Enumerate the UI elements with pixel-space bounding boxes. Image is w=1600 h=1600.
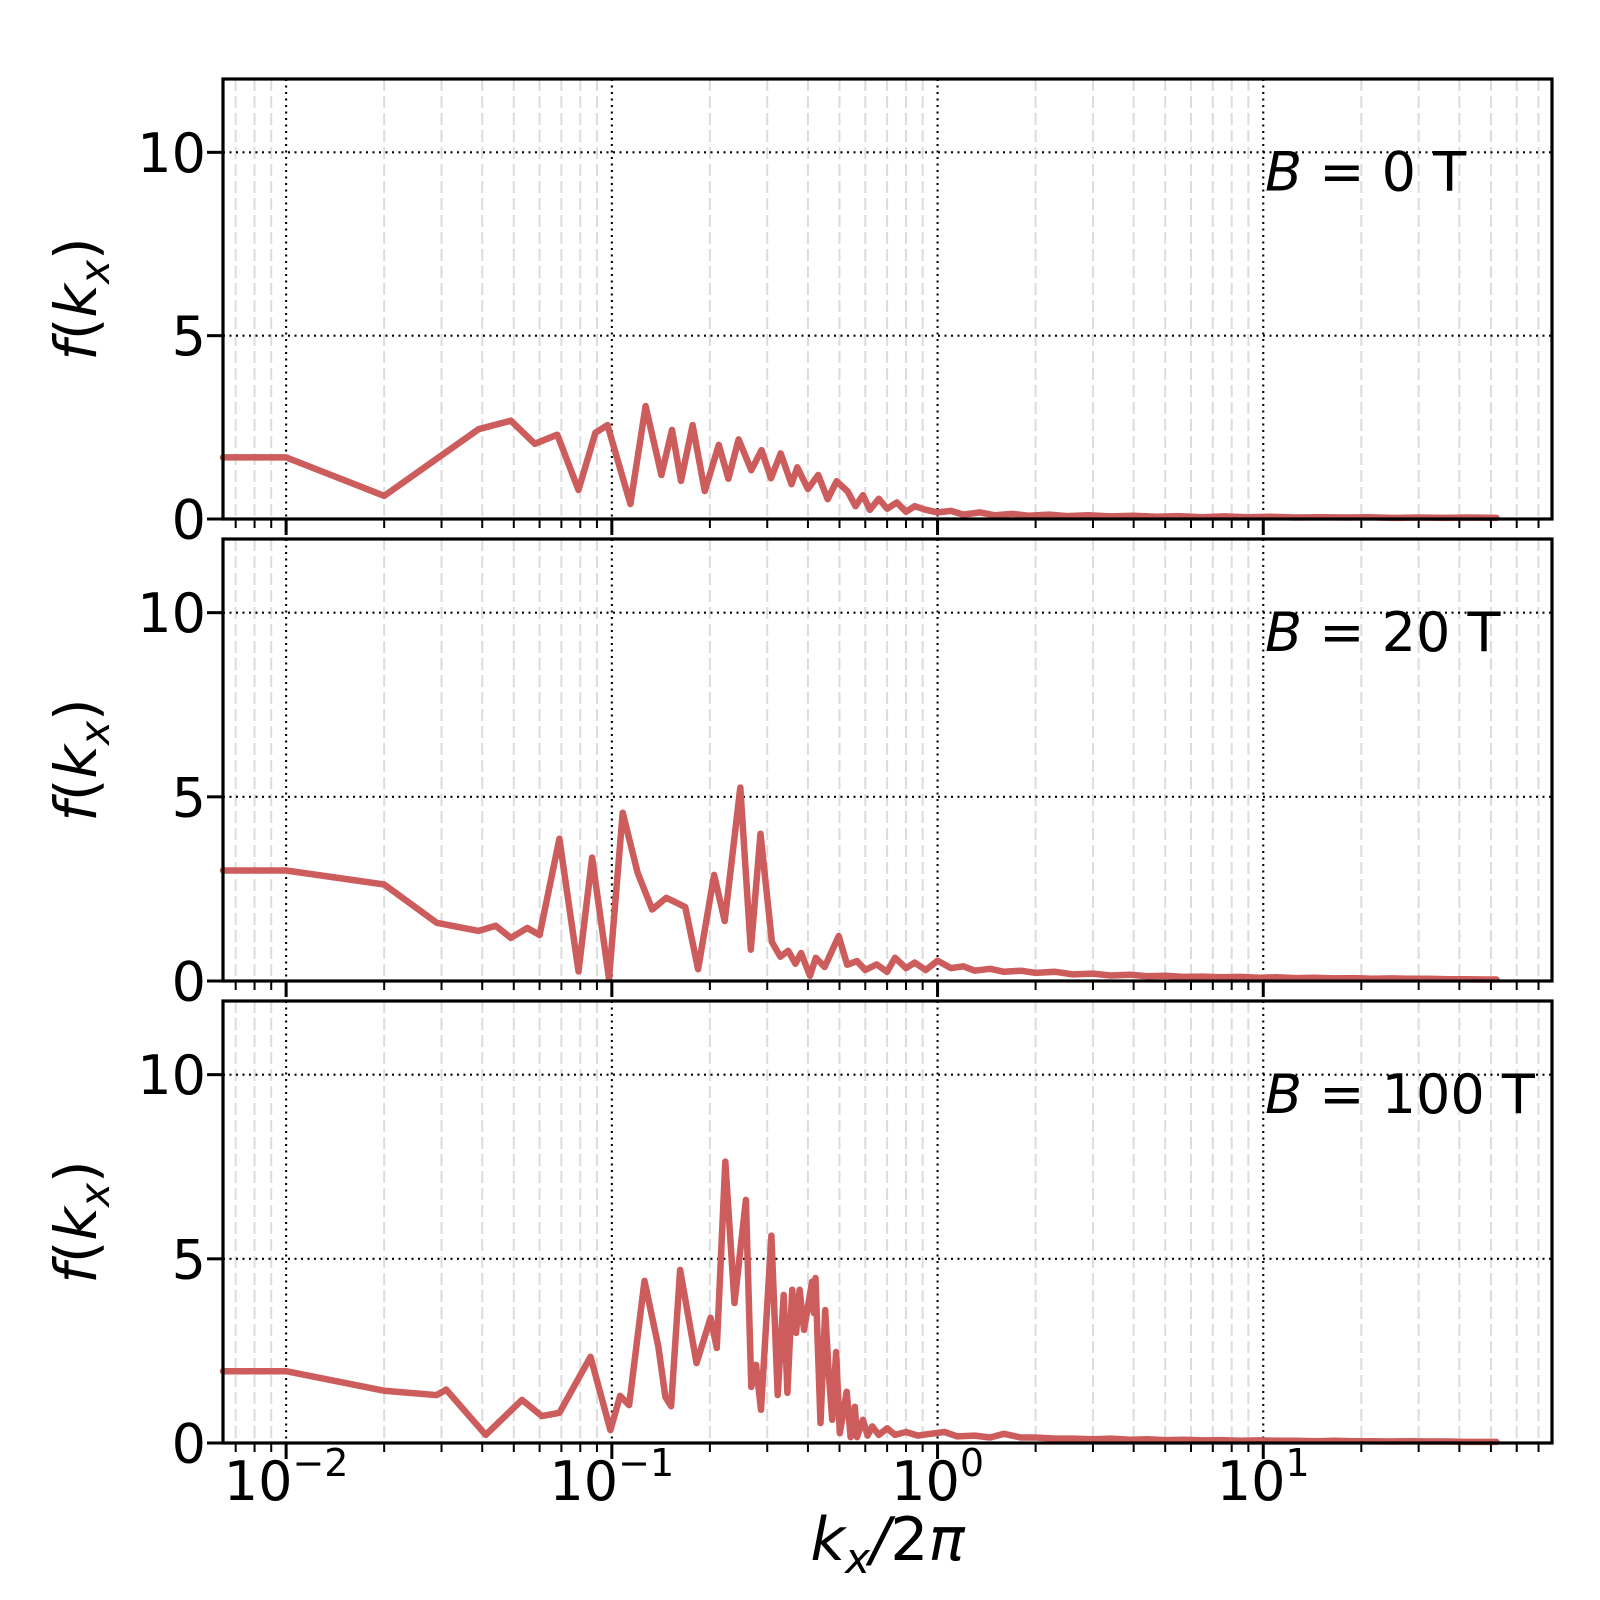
y-tick-label: 5	[172, 766, 206, 829]
y-axis-label: f(kx)	[42, 698, 119, 821]
math-segment: x	[71, 259, 119, 286]
x-tick-base: 10	[549, 1450, 618, 1513]
math-segment: (	[42, 779, 110, 802]
math-segment: )	[42, 237, 110, 260]
series-line	[219, 784, 1500, 983]
x-tick-label: 10−1	[549, 1441, 674, 1513]
x-tick-exponent: 0	[960, 1441, 984, 1485]
x-tick-label: 10−2	[224, 1441, 349, 1513]
x-tick-base: 10	[1217, 1450, 1286, 1513]
y-tick-label: 10	[137, 1044, 206, 1107]
y-axis-label: f(kx)	[42, 237, 119, 360]
math-segment: B	[1265, 141, 1302, 204]
math-segment: )	[42, 1160, 110, 1183]
y-axis-label: f(kx)	[42, 1160, 119, 1283]
y-tick-label: 10	[137, 122, 206, 185]
math-segment: B	[1265, 1063, 1302, 1126]
math-segment: k	[42, 743, 110, 779]
y-tick-label: 5	[172, 305, 206, 368]
math-segment: x	[71, 720, 119, 747]
math-segment: )	[42, 698, 110, 721]
math-segment: = 0 T	[1302, 141, 1467, 204]
series-line	[219, 1158, 1500, 1446]
panel-1: 0 5 10 B = 20 T f(kx)	[42, 537, 1554, 1013]
math-segment: = 100 T	[1302, 1063, 1536, 1126]
math-segment: k	[42, 282, 110, 318]
x-tick-label: 100	[891, 1441, 984, 1513]
x-tick-exponent: −2	[292, 1441, 348, 1485]
math-segment: k	[42, 1205, 110, 1241]
x-tick-label: 101	[1217, 1441, 1310, 1513]
x-tick-base: 10	[891, 1450, 960, 1513]
x-tick-exponent: −1	[618, 1441, 674, 1485]
math-segment: (	[42, 1241, 110, 1264]
x-tick-exponent: 1	[1286, 1441, 1310, 1485]
panel-annotation: B = 0 T	[1265, 141, 1467, 204]
math-segment: π	[928, 1505, 965, 1575]
y-tick-label: 0	[172, 950, 206, 1013]
series-line	[219, 402, 1500, 522]
math-segment: (	[42, 318, 110, 341]
y-tick-label: 0	[172, 488, 206, 551]
math-segment: k	[810, 1505, 847, 1575]
x-axis-label: kx/2π	[810, 1505, 965, 1583]
panel-0: 0 5 10 B = 0 T f(kx)	[42, 77, 1554, 551]
math-segment: B	[1265, 601, 1302, 664]
panel-annotation: B = 20 T	[1265, 601, 1502, 664]
panel-annotation: B = 100 T	[1265, 1063, 1536, 1126]
y-tick-label: 0	[172, 1412, 206, 1475]
y-tick-label: 10	[137, 582, 206, 645]
math-segment: x	[843, 1534, 871, 1583]
panel-2: 0 5 10 B = 100 T f(kx)	[42, 999, 1554, 1475]
math-segment: 2	[890, 1505, 928, 1575]
y-tick-label: 5	[172, 1228, 206, 1291]
math-segment: = 20 T	[1302, 601, 1501, 664]
x-tick-base: 10	[224, 1450, 293, 1513]
math-segment: x	[71, 1182, 119, 1209]
